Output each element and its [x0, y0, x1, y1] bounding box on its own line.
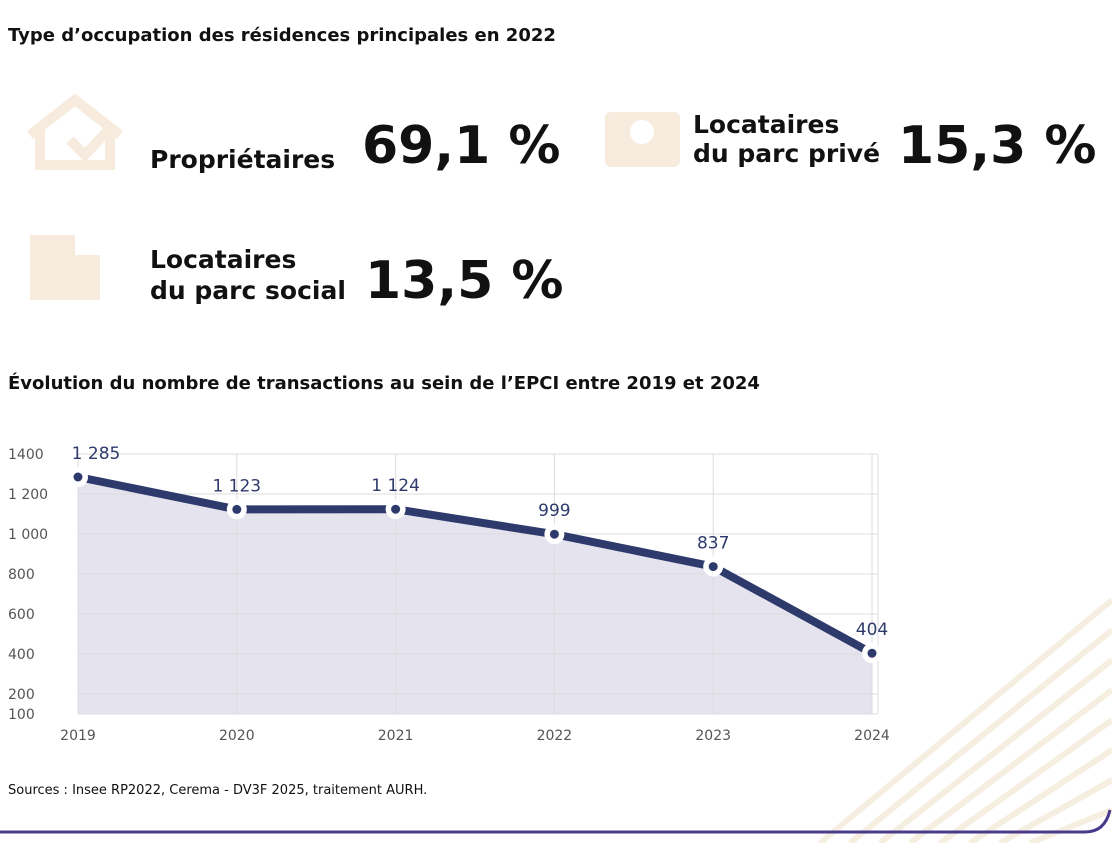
- bottom-rule: [0, 809, 1112, 834]
- y-tick-label: 1400: [8, 447, 44, 463]
- area: [78, 477, 872, 714]
- icon-building: [30, 235, 100, 300]
- stat-label: Locataires: [150, 245, 296, 274]
- stat-label: Propriétaires: [150, 145, 335, 174]
- source: Sources : Insee RP2022, Cerema - DV3F 20…: [8, 783, 427, 798]
- value-label: 404: [856, 620, 888, 640]
- value-label: 999: [538, 501, 570, 521]
- stat-label: du parc social: [150, 276, 346, 305]
- point: [549, 529, 559, 539]
- point: [73, 472, 83, 482]
- x-tick-label: 2023: [695, 728, 731, 744]
- value-label: 837: [697, 534, 729, 554]
- icon-house: [26, 93, 124, 170]
- y-tick-label: 1 200: [8, 487, 48, 503]
- x-tick-label: 2019: [60, 728, 96, 744]
- point: [867, 648, 877, 658]
- point: [708, 562, 718, 572]
- chart-title: Évolution du nombre de transactions au s…: [8, 372, 760, 394]
- value-label: 1 124: [371, 476, 420, 496]
- x-tick-label: 2022: [537, 728, 573, 744]
- stat-value: 69,1 %: [362, 116, 561, 176]
- x-tick-label: 2024: [854, 728, 890, 744]
- decor-stripes: [818, 597, 1112, 843]
- y-tick-label: 1 000: [8, 527, 48, 543]
- x-tick-label: 2021: [378, 728, 414, 744]
- stat-label: Locataires: [693, 110, 839, 139]
- value-label: 1 123: [212, 476, 261, 496]
- y-tick-label: 800: [8, 567, 35, 583]
- y-tick-label: 100: [8, 707, 35, 723]
- x-tick-label: 2020: [219, 728, 255, 744]
- y-tick-label: 400: [8, 647, 35, 663]
- stat-label: du parc privé: [693, 139, 880, 168]
- value-label: 1 285: [72, 444, 121, 464]
- stat-value: 13,5 %: [365, 251, 564, 311]
- section-title: Type d’occupation des résidences princip…: [8, 25, 556, 46]
- y-tick-label: 200: [8, 687, 35, 703]
- y-tick-label: 600: [8, 607, 35, 623]
- point: [391, 504, 401, 514]
- point: [232, 504, 242, 514]
- stat-value: 15,3 %: [898, 116, 1097, 176]
- chart: 100 200 400 600 800 1 000 1 200 1400 2019 2020 202…: [8, 444, 890, 744]
- icon-private: [605, 112, 680, 167]
- line: [77, 473, 874, 657]
